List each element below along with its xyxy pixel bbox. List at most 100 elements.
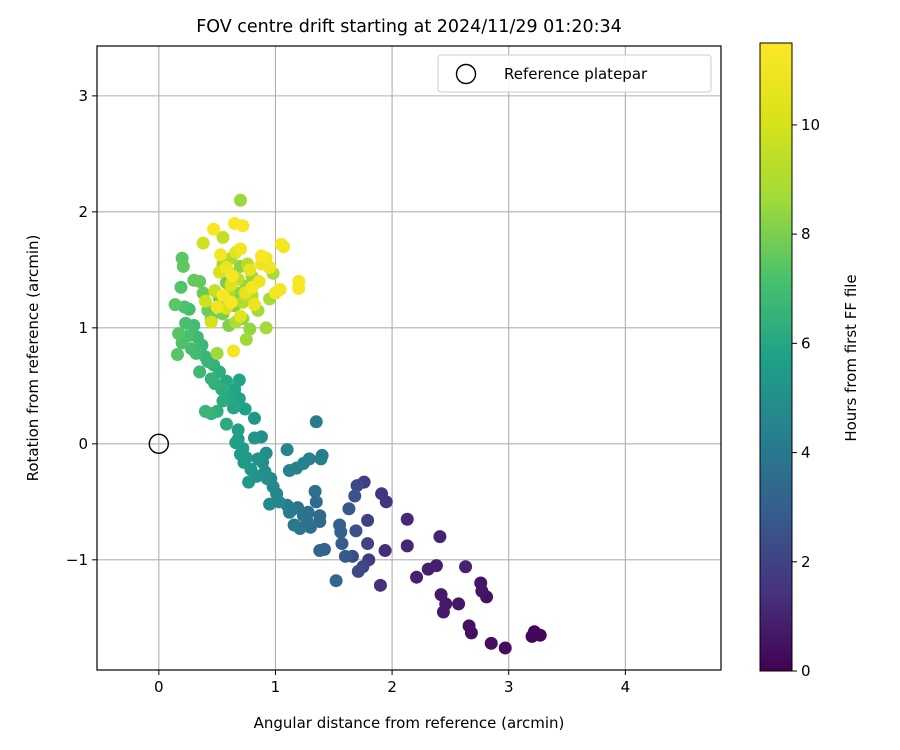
colorbar-ticks: 0 2 4 6 8 10 [792,116,820,680]
data-point [433,530,447,544]
x-tick-label: 3 [504,678,514,696]
data-point [251,452,265,466]
data-point [239,332,253,346]
data-point [373,578,387,592]
data-point [378,544,392,558]
data-point [176,259,190,273]
data-point [375,487,389,501]
data-point [277,240,291,254]
data-point [193,274,207,288]
data-point [498,641,512,655]
colorbar [759,42,793,672]
data-point [313,515,327,529]
chart-title: FOV centre drift starting at 2024/11/29 … [196,17,622,37]
data-point [410,570,424,584]
data-point [475,584,489,598]
data-point [313,544,327,558]
colorbar-tick-label: 0 [801,662,811,680]
data-point [233,193,247,207]
y-tick-label: 3 [78,87,88,105]
data-point [216,288,230,302]
data-point [348,489,362,503]
colorbar-tick-label: 2 [801,553,811,571]
data-point [196,236,210,250]
x-axis-ticks: 0 1 2 3 4 [154,670,630,696]
y-tick-label: −1 [66,551,88,569]
legend-box [437,54,712,93]
data-point [231,423,245,437]
data-point [204,315,218,329]
legend-open-circle-icon [455,63,477,85]
colorbar-tick-label: 6 [801,334,811,352]
data-point [361,513,375,527]
data-point [254,249,268,263]
colorbar-tick-label: 8 [801,225,811,243]
data-point [198,404,212,418]
data-point [400,539,414,553]
data-point [210,300,224,314]
data-point [216,394,230,408]
colorbar-tick-label: 10 [801,116,820,134]
data-point [263,261,277,275]
data-point [210,346,224,360]
data-point [308,484,322,498]
data-point [172,327,186,341]
data-point [198,294,212,308]
data-point [193,365,207,379]
data-point [229,436,243,450]
data-point [228,216,242,230]
data-point [334,525,348,539]
plot-frame [96,45,722,671]
grid-lines [97,46,721,670]
data-point [400,512,414,526]
data-point [247,298,261,312]
data-point [216,230,230,244]
data-point [436,605,450,619]
data-point [243,322,257,336]
data-point [338,549,352,563]
data-point [309,495,323,509]
data-point [174,280,188,294]
data-point [282,464,296,478]
data-point [184,342,198,356]
data-point [204,372,218,386]
x-axis-label: Angular distance from reference (arcmin) [254,714,565,732]
y-tick-label: 0 [78,435,88,453]
data-point [292,281,306,295]
data-point [214,248,228,262]
data-point [361,537,375,551]
y-axis-ticks: −1 0 1 2 3 [66,87,97,569]
data-point [329,574,343,588]
legend: Reference platepar [437,54,712,93]
data-point [335,537,349,551]
data-point [342,502,356,516]
data-point [179,316,193,330]
data-point [247,411,261,425]
colorbar-tick-label: 4 [801,444,811,462]
data-point [245,280,259,294]
data-point [309,415,323,429]
data-point [242,475,256,489]
reference-platepar-marker [148,433,170,455]
x-tick-label: 4 [621,678,631,696]
data-point [233,447,247,461]
data-point [525,629,539,643]
data-point [421,562,435,576]
data-points [168,193,547,655]
x-tick-label: 2 [387,678,397,696]
data-point [273,283,287,297]
data-point [238,402,252,416]
data-point [219,417,233,431]
colorbar-label: Hours from first FF file [842,274,860,441]
x-tick-label: 1 [271,678,281,696]
y-tick-label: 2 [78,203,88,221]
data-point [462,619,476,633]
data-point [434,588,448,602]
y-tick-label: 1 [78,319,88,337]
data-point [168,298,182,312]
data-point [259,321,273,335]
data-point [225,269,239,283]
data-point [350,479,364,493]
data-point [314,452,328,466]
